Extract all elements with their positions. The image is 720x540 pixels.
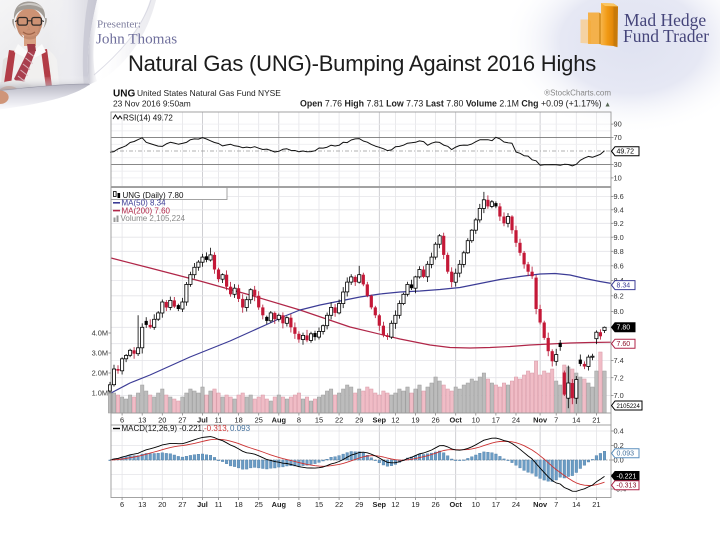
svg-text:Mad Hedge: Mad Hedge bbox=[624, 10, 706, 30]
svg-text:Oct: Oct bbox=[450, 416, 463, 425]
svg-text:-0.313,: -0.313, bbox=[204, 424, 229, 433]
svg-text:3.0M: 3.0M bbox=[92, 349, 108, 358]
svg-text:Volume 2,105,224: Volume 2,105,224 bbox=[121, 214, 186, 223]
svg-text:Nov: Nov bbox=[533, 500, 548, 509]
svg-text:26: 26 bbox=[431, 416, 439, 425]
svg-text:Oct: Oct bbox=[450, 500, 463, 509]
svg-text:9.6: 9.6 bbox=[614, 192, 624, 201]
svg-text:11: 11 bbox=[215, 416, 223, 425]
svg-text:18: 18 bbox=[234, 500, 242, 509]
svg-text:7: 7 bbox=[554, 500, 558, 509]
svg-text:8: 8 bbox=[297, 416, 301, 425]
svg-text:25: 25 bbox=[255, 416, 263, 425]
svg-text:7.60: 7.60 bbox=[617, 341, 631, 348]
svg-text:11: 11 bbox=[215, 500, 223, 509]
svg-text:29: 29 bbox=[355, 416, 363, 425]
svg-text:21: 21 bbox=[592, 500, 600, 509]
svg-text:19: 19 bbox=[411, 416, 419, 425]
svg-text:Aug: Aug bbox=[272, 500, 287, 509]
svg-text:RSI(14) 49.72: RSI(14) 49.72 bbox=[123, 114, 173, 123]
svg-text:14: 14 bbox=[572, 416, 580, 425]
svg-text:Sep: Sep bbox=[373, 416, 387, 425]
svg-text:24: 24 bbox=[512, 416, 520, 425]
svg-text:90: 90 bbox=[614, 120, 622, 129]
svg-text:8.8: 8.8 bbox=[614, 247, 624, 256]
svg-text:Sep: Sep bbox=[373, 500, 387, 509]
svg-text:0.2: 0.2 bbox=[614, 441, 624, 450]
svg-text:8.2: 8.2 bbox=[614, 291, 624, 300]
svg-text:19: 19 bbox=[411, 500, 419, 509]
svg-text:15: 15 bbox=[315, 416, 323, 425]
svg-text:14: 14 bbox=[572, 500, 580, 509]
svg-text:-0.313: -0.313 bbox=[617, 483, 637, 490]
svg-text:-0.221: -0.221 bbox=[617, 473, 637, 480]
svg-text:John Thomas: John Thomas bbox=[96, 31, 177, 48]
svg-text:29: 29 bbox=[355, 500, 363, 509]
svg-text:8.0: 8.0 bbox=[614, 307, 624, 316]
svg-text:9.4: 9.4 bbox=[614, 205, 624, 214]
svg-text:25: 25 bbox=[255, 500, 263, 509]
svg-text:MACD(12,26,9) -0.221,: MACD(12,26,9) -0.221, bbox=[122, 424, 205, 433]
svg-text:9.2: 9.2 bbox=[614, 219, 624, 228]
svg-text:0.4: 0.4 bbox=[614, 427, 624, 436]
svg-text:0.093: 0.093 bbox=[617, 451, 635, 458]
svg-text:22: 22 bbox=[335, 416, 343, 425]
svg-text:23 Nov 2016 9:50am: 23 Nov 2016 9:50am bbox=[113, 99, 191, 109]
svg-text:Aug: Aug bbox=[272, 416, 287, 425]
svg-text:7: 7 bbox=[554, 416, 558, 425]
svg-text:20: 20 bbox=[158, 416, 166, 425]
svg-text:7.4: 7.4 bbox=[614, 356, 624, 365]
svg-text:Open 7.76 High 7.81 Low 7.73 L: Open 7.76 High 7.81 Low 7.73 Last 7.80 V… bbox=[300, 99, 611, 109]
svg-text:10: 10 bbox=[614, 174, 622, 183]
svg-text:24: 24 bbox=[512, 500, 520, 509]
svg-text:0.093: 0.093 bbox=[230, 424, 251, 433]
svg-text:Jul: Jul bbox=[197, 500, 208, 509]
svg-text:Presenter:: Presenter: bbox=[97, 19, 141, 31]
svg-text:7.0: 7.0 bbox=[614, 391, 624, 400]
svg-text:MA(200) 7.60: MA(200) 7.60 bbox=[122, 206, 171, 215]
svg-text:8.6: 8.6 bbox=[614, 261, 624, 270]
svg-text:15: 15 bbox=[315, 500, 323, 509]
svg-text:13: 13 bbox=[138, 500, 146, 509]
svg-text:0.0: 0.0 bbox=[614, 456, 624, 465]
svg-text:1.0M: 1.0M bbox=[92, 389, 108, 398]
svg-text:Nov: Nov bbox=[533, 416, 548, 425]
svg-text:70: 70 bbox=[614, 133, 622, 142]
svg-text:Jul: Jul bbox=[197, 416, 208, 425]
svg-text:13: 13 bbox=[138, 416, 146, 425]
svg-text:®StockCharts.com: ®StockCharts.com bbox=[544, 89, 611, 98]
svg-text:20: 20 bbox=[158, 500, 166, 509]
svg-text:Natural Gas (UNG)-Bumping Agai: Natural Gas (UNG)-Bumping Against 2016 H… bbox=[128, 51, 596, 76]
svg-text:26: 26 bbox=[431, 500, 439, 509]
svg-text:27: 27 bbox=[178, 500, 186, 509]
svg-text:30: 30 bbox=[614, 160, 622, 169]
svg-text:22: 22 bbox=[335, 500, 343, 509]
svg-text:United States Natural Gas Fund: United States Natural Gas Fund NYSE bbox=[137, 88, 281, 98]
svg-text:17: 17 bbox=[492, 500, 500, 509]
svg-text:6: 6 bbox=[120, 416, 124, 425]
svg-text:7.2: 7.2 bbox=[614, 373, 624, 382]
svg-text:18: 18 bbox=[234, 416, 242, 425]
svg-text:8.34: 8.34 bbox=[617, 283, 631, 290]
svg-text:9.0: 9.0 bbox=[614, 233, 624, 242]
svg-text:7.80: 7.80 bbox=[617, 325, 631, 332]
svg-text:2.0M: 2.0M bbox=[92, 369, 108, 378]
svg-text:2105224: 2105224 bbox=[617, 404, 641, 410]
svg-text:12: 12 bbox=[391, 416, 399, 425]
svg-text:6: 6 bbox=[120, 500, 124, 509]
svg-text:49.72: 49.72 bbox=[617, 149, 635, 156]
svg-text:12: 12 bbox=[391, 500, 399, 509]
svg-text:10: 10 bbox=[472, 416, 480, 425]
svg-text:17: 17 bbox=[492, 416, 500, 425]
svg-text:4.0M: 4.0M bbox=[92, 329, 108, 338]
svg-text:10: 10 bbox=[472, 500, 480, 509]
svg-text:UNG (Daily) 7.80: UNG (Daily) 7.80 bbox=[123, 191, 184, 200]
svg-text:21: 21 bbox=[592, 416, 600, 425]
svg-text:MA(50) 8.34: MA(50) 8.34 bbox=[122, 199, 167, 208]
svg-text:UNG: UNG bbox=[113, 89, 135, 100]
svg-text:8: 8 bbox=[297, 500, 301, 509]
svg-text:Fund Trader: Fund Trader bbox=[623, 26, 709, 46]
svg-text:27: 27 bbox=[178, 416, 186, 425]
